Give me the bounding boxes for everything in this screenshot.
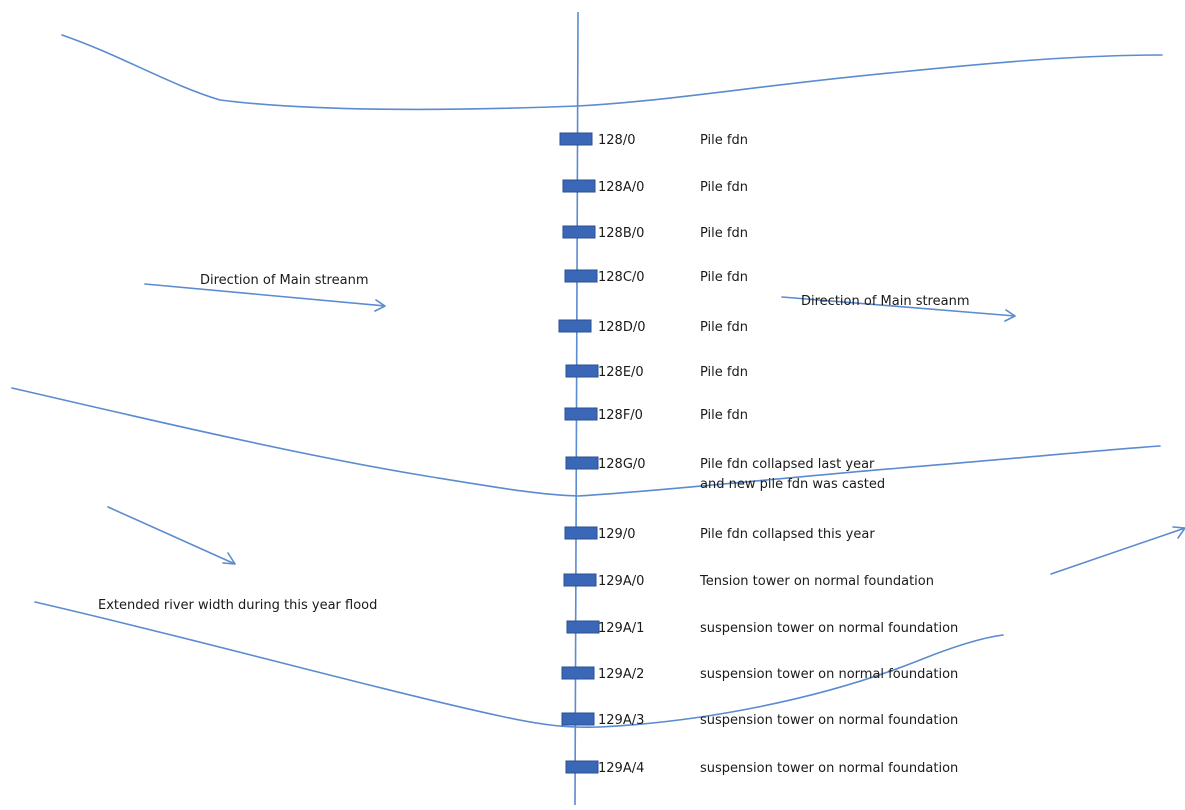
tower-id-label: 129A/0 xyxy=(598,574,644,589)
tower-marker xyxy=(562,179,596,193)
tower-marker xyxy=(564,269,598,283)
tower-row: 128A/0 Pile fdn xyxy=(562,179,748,195)
tower-id-label: 129A/1 xyxy=(598,621,644,636)
tower-row: 129/0 Pile fdn collapsed this year xyxy=(564,526,875,542)
tower-row: 128D/0 Pile fdn xyxy=(558,319,748,335)
tower-description: Pile fdn xyxy=(700,226,748,241)
tower-id-label: 128/0 xyxy=(598,133,635,148)
tower-marker xyxy=(563,573,597,587)
stream-label-left: Direction of Main streanm xyxy=(200,273,369,288)
tower-description: Pile fdn xyxy=(700,365,748,380)
tower-id-label: 128B/0 xyxy=(598,226,644,241)
tower-id-label: 128C/0 xyxy=(598,270,645,285)
tower-marker xyxy=(558,319,592,333)
tower-row: 129A/0 Tension tower on normal foundation xyxy=(563,573,934,589)
tower-marker xyxy=(561,712,595,726)
tower-row: 129A/2 suspension tower on normal foundat… xyxy=(561,666,958,682)
tower-id-label: 128A/0 xyxy=(598,180,644,195)
flood-arrow-right xyxy=(1050,526,1185,575)
tower-id-label: 129A/4 xyxy=(598,761,644,776)
tower-id-label: 128F/0 xyxy=(598,408,643,423)
stream-arrow-right xyxy=(781,296,1016,322)
tower-marker xyxy=(559,132,593,146)
tower-description: Pile fdn xyxy=(700,133,748,148)
tower-marker xyxy=(562,225,596,239)
tower-row: 128C/0 Pile fdn xyxy=(564,269,748,285)
flood-arrow-left xyxy=(107,506,236,565)
tower-row: 128F/0 Pile fdn xyxy=(564,407,748,423)
river-bank-middle xyxy=(11,387,1161,497)
tower-id-label: 128D/0 xyxy=(598,320,645,335)
tower-description: Tension tower on normal foundation xyxy=(699,574,934,589)
tower-id-label: 129A/2 xyxy=(598,667,644,682)
tower-id-label: 128G/0 xyxy=(598,457,646,472)
tower-description: suspension tower on normal foundation xyxy=(700,621,958,636)
tower-marker xyxy=(565,456,599,470)
tower-row: 128/0 Pile fdn xyxy=(559,132,748,148)
tower-row: 129A/3 suspension tower on normal foundat… xyxy=(561,712,958,728)
tower-id-label: 129/0 xyxy=(598,527,635,542)
tower-description: Pile fdn xyxy=(700,408,748,423)
tower-description: Pile fdn xyxy=(700,270,748,285)
river-bank-top xyxy=(61,34,1163,111)
stream-arrow-left xyxy=(144,283,386,312)
tower-description: Pile fdn xyxy=(700,180,748,195)
tower-description: suspension tower on normal foundation xyxy=(700,713,958,728)
tower-marker xyxy=(564,407,598,421)
tower-marker xyxy=(565,760,599,774)
tower-row: 128B/0 Pile fdn xyxy=(562,225,748,241)
tower-description: and new pile fdn was casted xyxy=(700,477,885,492)
tower-marker xyxy=(566,620,600,634)
tower-description: Pile fdn collapsed this year xyxy=(700,527,875,542)
tower-description: Pile fdn xyxy=(700,320,748,335)
tower-description: suspension tower on normal foundation xyxy=(700,761,958,776)
tower-row: 128E/0 Pile fdn xyxy=(565,364,748,380)
tower-id-label: 128E/0 xyxy=(598,365,644,380)
tower-description: suspension tower on normal foundation xyxy=(700,667,958,682)
tower-marker xyxy=(561,666,595,680)
tower-marker xyxy=(564,526,598,540)
tower-row: 129A/1 suspension tower on normal foundat… xyxy=(566,620,958,636)
tower-list: 128/0 Pile fdn 128A/0 Pile fdn 128B/0 Pile fd… xyxy=(558,132,958,776)
river-bank-flood xyxy=(34,601,1004,729)
tower-row: 129A/4 suspension tower on normal foundat… xyxy=(565,760,958,776)
tower-description: Pile fdn collapsed last year xyxy=(700,457,875,472)
stream-label-right: Direction of Main streanm xyxy=(801,294,970,309)
tower-id-label: 129A/3 xyxy=(598,713,644,728)
tower-marker xyxy=(565,364,599,378)
tower-row: 128G/0 Pile fdn collapsed last year and ne… xyxy=(565,456,885,492)
flood-width-label: Extended river width during this year fl… xyxy=(98,598,377,613)
